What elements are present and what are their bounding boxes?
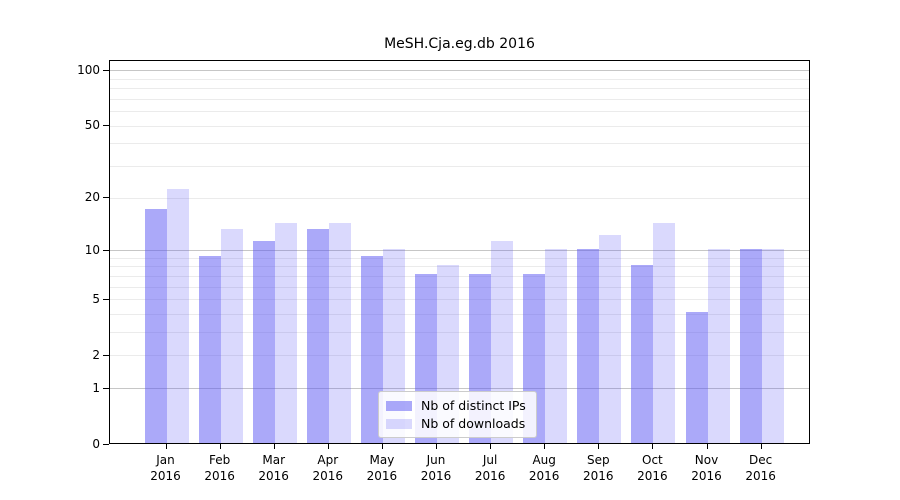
gridline-60 <box>110 111 809 113</box>
gridline-9 <box>110 257 809 259</box>
y-tick-label-0: 0 <box>92 437 100 451</box>
chart-title: MeSH.Cja.eg.db 2016 <box>384 36 535 52</box>
x-tick-mark-oct <box>652 444 654 449</box>
y-tick-label-50: 50 <box>84 118 100 133</box>
gridline-3 <box>110 332 809 334</box>
gridline-30 <box>110 166 809 167</box>
gridline-5 <box>110 299 809 301</box>
x-tick-mark-jul <box>490 444 492 449</box>
gridline-10 <box>110 250 809 252</box>
gridline-2 <box>110 355 809 357</box>
legend-label-distinct-ips: Nb of distinct IPs <box>421 398 526 413</box>
bar-downloads-aug <box>545 248 568 443</box>
x-tick-mark-sep <box>598 444 600 449</box>
x-tick-label-jun: Jun 2016 <box>420 453 452 483</box>
bar-downloads-dec <box>761 248 784 443</box>
x-tick-mark-feb <box>219 444 221 449</box>
x-tick-label-apr: Apr 2016 <box>312 453 344 483</box>
y-tick-mark-50 <box>103 125 109 127</box>
bar-downloads-nov <box>707 248 730 443</box>
x-tick-mark-mar <box>273 444 275 449</box>
y-tick-label-5: 5 <box>92 291 100 306</box>
gridline-70 <box>110 98 809 100</box>
gridline-1 <box>110 388 809 390</box>
x-tick-label-jan: Jan 2016 <box>150 453 181 483</box>
y-tick-mark-1 <box>103 387 109 389</box>
gridline-8 <box>110 266 809 268</box>
gridline-80 <box>110 88 809 90</box>
x-tick-mark-dec <box>760 444 762 449</box>
x-tick-label-oct: Oct 2016 <box>637 453 668 483</box>
bar-downloads-mar <box>274 223 297 443</box>
x-tick-mark-jun <box>436 444 437 449</box>
bar-downloads-jan <box>166 188 189 443</box>
gridline-7 <box>110 275 809 277</box>
legend-item-distinct-ips: Nb of distinct IPs <box>386 398 526 413</box>
y-tick-mark-0 <box>103 444 109 445</box>
x-tick-label-feb: Feb 2016 <box>204 453 235 483</box>
bar-distinct-ips-sep <box>577 248 600 443</box>
gridline-50 <box>110 125 809 127</box>
gridline-40 <box>110 143 809 145</box>
gridline-6 <box>110 286 809 288</box>
legend-swatch-distinct-ips <box>386 400 412 411</box>
bar-downloads-feb <box>220 228 243 443</box>
y-tick-mark-20 <box>103 197 109 199</box>
bar-downloads-sep <box>599 234 622 443</box>
bar-distinct-ips-mar <box>252 241 275 443</box>
bar-distinct-ips-jan <box>144 208 167 443</box>
x-tick-mark-may <box>381 444 383 449</box>
x-tick-label-dec: Dec 2016 <box>745 453 776 483</box>
y-tick-label-2: 2 <box>92 347 100 362</box>
y-tick-mark-10 <box>103 249 109 251</box>
legend-label-downloads: Nb of downloads <box>421 416 526 431</box>
bar-distinct-ips-may <box>360 256 383 443</box>
x-tick-mark-nov <box>706 444 708 449</box>
bar-distinct-ips-nov <box>685 312 708 443</box>
y-tick-label-100: 100 <box>77 62 100 77</box>
x-tick-label-sep: Sep 2016 <box>583 453 614 483</box>
x-tick-label-aug: Aug 2016 <box>528 453 560 483</box>
gridline-4 <box>110 313 809 315</box>
gridline-100 <box>110 70 809 72</box>
y-tick-label-1: 1 <box>92 380 100 395</box>
legend-swatch-downloads <box>386 418 412 429</box>
bar-distinct-ips-oct <box>631 264 654 443</box>
bar-distinct-ips-dec <box>739 248 762 443</box>
x-tick-mark-jan <box>165 444 167 449</box>
gridline-20 <box>110 197 809 199</box>
bar-distinct-ips-feb <box>198 256 221 443</box>
bar-distinct-ips-apr <box>306 228 329 443</box>
legend: Nb of distinct IPs Nb of downloads <box>378 391 537 438</box>
legend-item-downloads: Nb of downloads <box>386 416 526 431</box>
gridline-90 <box>110 78 809 80</box>
x-tick-mark-apr <box>327 444 329 449</box>
bar-downloads-oct <box>653 223 676 443</box>
y-tick-label-10: 10 <box>84 242 100 257</box>
y-tick-label-20: 20 <box>84 190 100 205</box>
bar-downloads-apr <box>328 223 351 443</box>
x-tick-label-jul: Jul 2016 <box>474 453 506 483</box>
y-tick-mark-5 <box>103 298 109 300</box>
plot-area: Nb of distinct IPs Nb of downloads <box>109 60 810 444</box>
x-tick-mark-aug <box>544 444 546 449</box>
x-tick-label-may: May 2016 <box>366 453 398 483</box>
y-tick-mark-2 <box>103 354 109 356</box>
x-tick-label-mar: Mar 2016 <box>258 453 289 483</box>
x-tick-label-nov: Nov 2016 <box>691 453 722 483</box>
y-tick-mark-100 <box>103 69 109 71</box>
